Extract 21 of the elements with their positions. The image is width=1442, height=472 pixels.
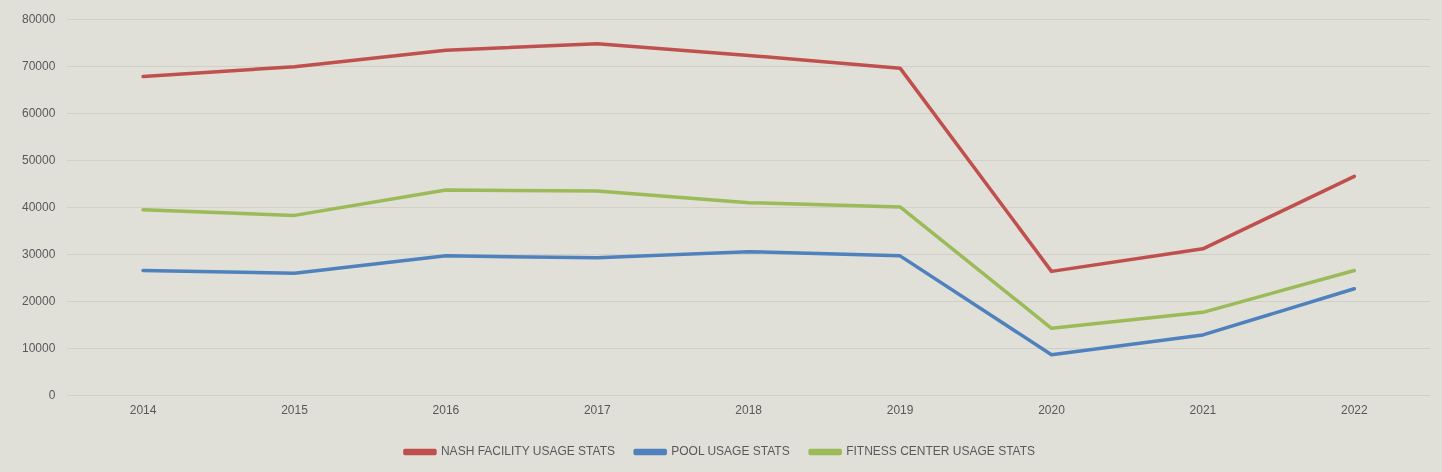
x-tick-label: 2020 xyxy=(1038,403,1066,418)
y-tick-label: 0 xyxy=(48,387,56,402)
legend-label: NASH FACILITY USAGE STATS xyxy=(440,444,615,459)
x-tick-label: 2022 xyxy=(1340,403,1368,418)
legend-label: POOL USAGE STATS xyxy=(671,444,790,459)
y-tick-label: 70000 xyxy=(21,58,56,73)
x-tick-label: 2018 xyxy=(735,403,763,418)
x-tick-label: 2016 xyxy=(432,403,460,418)
x-tick-label: 2021 xyxy=(1189,403,1217,418)
x-tick-label: 2015 xyxy=(281,403,309,418)
x-tick-label: 2014 xyxy=(129,403,157,418)
y-tick-label: 80000 xyxy=(21,11,56,26)
y-tick-label: 10000 xyxy=(21,340,56,355)
y-tick-label: 30000 xyxy=(21,246,56,261)
x-tick-label: 2019 xyxy=(886,403,914,418)
legend-label: FITNESS CENTER USAGE STATS xyxy=(846,444,1036,459)
y-tick-label: 60000 xyxy=(21,105,56,120)
y-tick-label: 40000 xyxy=(21,199,56,214)
y-tick-label: 50000 xyxy=(21,152,56,167)
y-tick-label: 20000 xyxy=(21,293,56,308)
x-tick-label: 2017 xyxy=(583,403,611,418)
